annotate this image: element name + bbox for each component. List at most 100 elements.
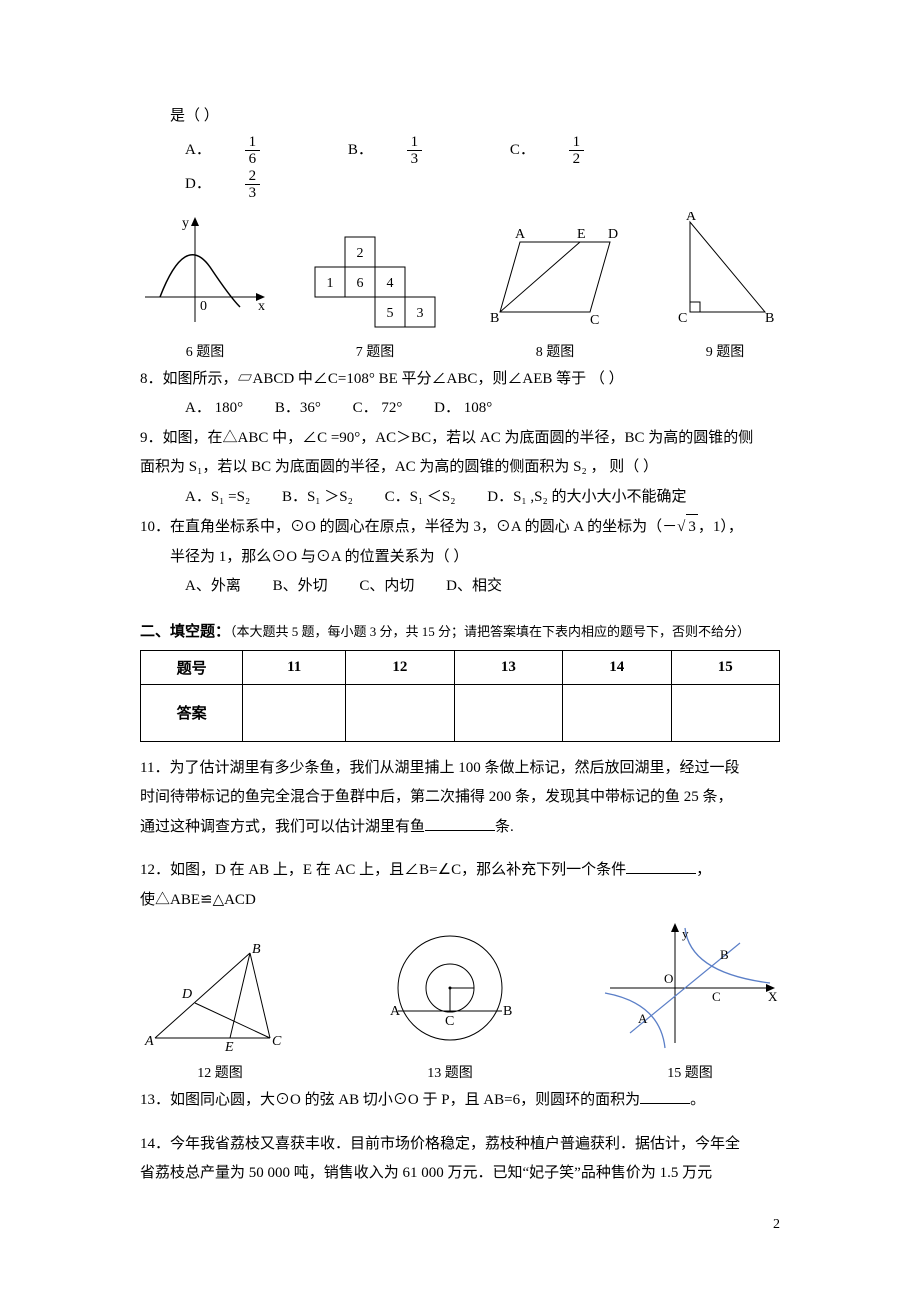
- q8-opt-b: B．36°: [275, 396, 321, 422]
- svg-text:E: E: [224, 1040, 234, 1053]
- q7-stem-tail: 是（ ）: [140, 104, 780, 130]
- figure-12: A B C D E 12 题图: [140, 943, 300, 1082]
- q9-opt-d: D．S₁ ,S₂ 的大小大小不能确定: [487, 485, 686, 511]
- svg-text:O: O: [664, 971, 673, 986]
- q7-opt-b: B． 13: [348, 134, 478, 168]
- q9-opt-c: C．S₁ ＜S₂: [385, 485, 456, 511]
- q10-opt-b: B、外切: [273, 574, 328, 600]
- q9-line2: 面积为 S₁，若以 BC 为底面圆的半径，AC 为高的圆锥的侧面积为 S₂ ， …: [140, 455, 780, 481]
- svg-text:X: X: [768, 989, 778, 1004]
- q13-text: 13．如图同心圆，大⊙O 的弦 AB 切小⊙O 于 P，且 AB=6，则圆环的面…: [140, 1088, 780, 1114]
- q10-line1: 10．在直角坐标系中，⊙O 的圆心在原点，半径为 3，⊙A 的圆心 A 的坐标为…: [140, 514, 780, 541]
- svg-text:A: A: [686, 212, 697, 224]
- q12-line2: 使△ABE≌△ACD: [140, 888, 780, 914]
- svg-text:E: E: [577, 227, 586, 242]
- th-12: 12: [346, 650, 454, 684]
- q7-opt-c: C． 12: [510, 134, 640, 168]
- q12-blank[interactable]: [626, 858, 696, 874]
- svg-text:y: y: [182, 216, 189, 231]
- figure-9: A C B 9 题图: [670, 212, 780, 361]
- svg-text:A: A: [638, 1011, 648, 1026]
- q8-opt-a: A． 180°: [185, 396, 243, 422]
- svg-text:B: B: [490, 311, 499, 326]
- q10-opt-d: D、相交: [446, 574, 502, 600]
- svg-text:0: 0: [200, 299, 207, 314]
- figure-15: O y X B C A 15 题图: [600, 923, 780, 1082]
- answer-cell-14[interactable]: [563, 684, 671, 741]
- figure-15-label: 15 题图: [600, 1062, 780, 1082]
- q13-blank[interactable]: [640, 1088, 690, 1104]
- svg-text:4: 4: [387, 276, 394, 291]
- figure-8-label: 8 题图: [480, 341, 630, 361]
- svg-text:A: A: [515, 227, 526, 242]
- svg-text:B: B: [252, 943, 261, 957]
- q14-line1: 14．今年我省荔枝又喜获丰收．目前市场价格稳定，荔枝种植户普遍获利．据估计，今年…: [140, 1132, 780, 1158]
- figure-9-label: 9 题图: [670, 341, 780, 361]
- table-row: 题号 11 12 13 14 15: [141, 650, 780, 684]
- td-answer-label: 答案: [141, 684, 243, 741]
- answer-table: 题号 11 12 13 14 15 答案: [140, 650, 780, 742]
- figure-7: 2 1 6 4 5 3 7 题图: [310, 232, 440, 361]
- svg-text:x: x: [258, 299, 265, 314]
- q14-line2: 省荔枝总产量为 50 000 吨，销售收入为 61 000 万元．已知“妃子笑”…: [140, 1161, 780, 1187]
- q9-line1: 9．如图，在△ABC 中，∠C =90°，AC＞BC，若以 AC 为底面圆的半径…: [140, 426, 780, 452]
- answer-cell-15[interactable]: [671, 684, 779, 741]
- q10-opt-c: C、内切: [359, 574, 414, 600]
- figure-6: 0 x y 6 题图: [140, 212, 270, 361]
- q12-line1: 12．如图，D 在 AB 上，E 在 AC 上，且∠B=∠C，那么补充下列一个条…: [140, 858, 780, 884]
- svg-text:C: C: [678, 311, 687, 326]
- q10-opt-a: A、外离: [185, 574, 241, 600]
- q8-text: 8．如图所示，▱ABCD 中∠C=108° BE 平分∠ABC，则∠AEB 等于…: [140, 367, 780, 393]
- q8-options: A． 180° B．36° C． 72° D． 108°: [185, 396, 780, 422]
- q10-options: A、外离 B、外切 C、内切 D、相交: [185, 574, 780, 600]
- figure-8: A E D B C 8 题图: [480, 222, 630, 361]
- svg-text:B: B: [720, 947, 729, 962]
- th-13: 13: [454, 650, 562, 684]
- svg-text:C: C: [712, 989, 721, 1004]
- answer-cell-12[interactable]: [346, 684, 454, 741]
- figure-7-label: 7 题图: [310, 341, 440, 361]
- svg-text:6: 6: [357, 276, 364, 291]
- page-number: 2: [140, 1217, 780, 1233]
- q11-line1: 11．为了估计湖里有多少条鱼，我们从湖里捕上 100 条做上标记，然后放回湖里，…: [140, 756, 780, 782]
- answer-cell-11[interactable]: [243, 684, 346, 741]
- section2-title: 二、填空题：（本大题共 5 题，每小题 3 分，共 15 分；请把答案填在下表内…: [140, 620, 780, 646]
- q8-opt-c: C． 72°: [353, 396, 403, 422]
- th-15: 15: [671, 650, 779, 684]
- svg-text:C: C: [272, 1034, 282, 1049]
- svg-text:1: 1: [327, 276, 334, 291]
- q10-line2: 半径为 1，那么⊙O 与⊙A 的位置关系为（ ）: [140, 545, 780, 571]
- q9-opt-a: A．S₁ =S₂: [185, 485, 250, 511]
- q7-opt-d: D． 23: [185, 168, 316, 202]
- svg-text:2: 2: [357, 246, 364, 261]
- th-label: 题号: [141, 650, 243, 684]
- svg-text:D: D: [608, 227, 618, 242]
- svg-text:A: A: [390, 1004, 401, 1019]
- figure-12-label: 12 题图: [140, 1062, 300, 1082]
- figure-13: A C B 13 题图: [365, 933, 535, 1082]
- svg-text:3: 3: [417, 306, 424, 321]
- th-14: 14: [563, 650, 671, 684]
- q8-opt-d: D． 108°: [434, 396, 492, 422]
- svg-text:C: C: [590, 313, 599, 328]
- table-row: 答案: [141, 684, 780, 741]
- q11-line2: 时间待带标记的鱼完全混合于鱼群中后，第二次捕得 200 条，发现其中带标记的鱼 …: [140, 785, 780, 811]
- svg-text:A: A: [144, 1034, 154, 1049]
- svg-text:D: D: [181, 987, 192, 1002]
- q7-options: A． 16 B． 13 C． 12 D． 23: [185, 134, 780, 202]
- answer-cell-13[interactable]: [454, 684, 562, 741]
- svg-text:5: 5: [387, 306, 394, 321]
- q9-opt-b: B．S₁ ＞S₂: [282, 485, 353, 511]
- q7-opt-a: A． 16: [185, 134, 316, 168]
- figure-6-label: 6 题图: [140, 341, 270, 361]
- svg-text:B: B: [765, 311, 774, 326]
- figure-row-2: A B C D E 12 题图 A C B 13 题图: [140, 923, 780, 1082]
- q11-blank[interactable]: [425, 815, 495, 831]
- th-11: 11: [243, 650, 346, 684]
- svg-text:y: y: [682, 926, 689, 941]
- q11-line3: 通过这种调查方式，我们可以估计湖里有鱼条.: [140, 815, 780, 841]
- q9-options: A．S₁ =S₂ B．S₁ ＞S₂ C．S₁ ＜S₂ D．S₁ ,S₂ 的大小大…: [185, 485, 780, 511]
- svg-text:C: C: [445, 1014, 454, 1029]
- figure-row-1: 0 x y 6 题图 2 1 6 4 5 3 7 题图 A E D B C 8 题图 A …: [140, 212, 780, 361]
- svg-text:B: B: [503, 1004, 512, 1019]
